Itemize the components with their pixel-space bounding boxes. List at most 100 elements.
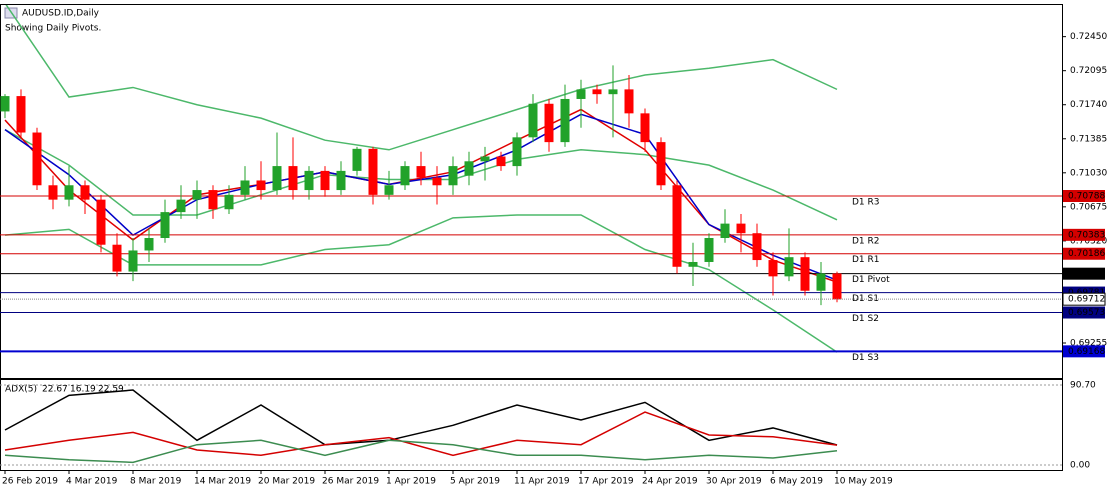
candle-body xyxy=(240,180,250,195)
price-box xyxy=(1063,306,1105,319)
y-tick-label: 0.72450 xyxy=(1070,32,1107,42)
candle-body xyxy=(704,238,714,262)
candle-body xyxy=(320,170,330,191)
price-box xyxy=(1063,345,1105,358)
candle-body xyxy=(736,223,746,234)
candle-body xyxy=(96,199,106,245)
indicator-line xyxy=(4,439,838,464)
plot: 0.72450 0.72095 0.71740 0.71385 0.71030 0.706… xyxy=(0,5,1107,487)
candle-body xyxy=(368,148,378,195)
indicator-line xyxy=(5,5,838,151)
candle-body xyxy=(192,190,202,200)
x-tick-label: 26 Mar 2019 xyxy=(322,477,379,487)
pivot-name: D1 R3 xyxy=(852,198,880,208)
last-price: 0.69712 xyxy=(1068,295,1105,305)
candle-body xyxy=(160,212,170,239)
candle-body xyxy=(272,166,282,191)
y-tick-label: 0.70320 xyxy=(1070,236,1107,246)
candle-body xyxy=(32,132,42,186)
x-tick-label: 4 Mar 2019 xyxy=(66,477,118,487)
candle-body xyxy=(432,177,442,186)
candle-body xyxy=(496,156,506,167)
candle-body xyxy=(16,96,26,133)
candle-body xyxy=(576,89,586,99)
x-tick-label: 11 Apr 2019 xyxy=(514,477,570,487)
pivot-name: D1 R1 xyxy=(852,255,880,265)
y-tick-label: 0.71385 xyxy=(1070,134,1107,144)
price-box xyxy=(1063,190,1105,203)
pivot-name: D1 Pivot xyxy=(852,275,890,285)
y-tick-label: 0.00 xyxy=(1070,461,1090,471)
pivot-price: 0.69573 xyxy=(1068,308,1105,318)
candle-body xyxy=(448,166,458,186)
pivot-name: D1 S3 xyxy=(852,353,879,363)
candle-body xyxy=(176,199,186,213)
candle-body xyxy=(400,166,410,186)
pivot-price: 0.70383 xyxy=(1068,230,1105,240)
price-pane xyxy=(0,4,1063,379)
candle-body xyxy=(256,180,266,191)
candle-body xyxy=(64,185,74,200)
candle-body xyxy=(720,223,730,239)
candle-body xyxy=(624,89,634,114)
candle-body xyxy=(224,194,234,210)
candle-body xyxy=(0,96,10,112)
pivot-price: 0.70186 xyxy=(1068,249,1105,259)
adx-reading: 22.67 xyxy=(42,385,68,395)
x-tick-label: 20 Mar 2019 xyxy=(258,477,315,487)
y-tick-label: 0.72095 xyxy=(1070,66,1107,76)
x-tick-label: 5 Apr 2019 xyxy=(450,477,500,487)
pivot-name: D1 S2 xyxy=(852,314,879,324)
adx-reading: 16.19 xyxy=(70,385,96,395)
candle-body xyxy=(656,142,666,186)
candle-body xyxy=(816,273,826,291)
candle-body xyxy=(672,185,682,267)
candle-body xyxy=(784,257,794,277)
candle-body xyxy=(752,233,762,261)
x-tick-label: 10 May 2019 xyxy=(834,477,893,487)
indicator-line xyxy=(4,214,838,353)
price-box xyxy=(1062,292,1106,306)
pivot-price: 0.70788 xyxy=(1068,192,1105,202)
price-box xyxy=(1063,228,1105,241)
candle-body xyxy=(640,113,650,143)
x-tick-label: 6 May 2019 xyxy=(770,477,823,487)
x-tick-label: 8 Mar 2019 xyxy=(130,477,182,487)
x-tick-label: 24 Apr 2019 xyxy=(642,477,698,487)
pivot-name: D1 S1 xyxy=(852,294,879,304)
candle-body xyxy=(384,185,394,195)
x-tick-label: 26 Feb 2019 xyxy=(2,477,58,487)
candle-body xyxy=(80,185,90,200)
candle-body xyxy=(592,89,602,95)
candle-body xyxy=(208,190,218,210)
y-tick-label: 0.71030 xyxy=(1070,168,1107,178)
adx-reading: 22.59 xyxy=(98,385,124,395)
y-tick-label: 90.70 xyxy=(1070,381,1096,391)
indicator-line xyxy=(4,411,838,457)
x-tick-label: 14 Mar 2019 xyxy=(194,477,251,487)
y-tick-label: 0.70675 xyxy=(1070,202,1107,212)
pivot-name: D1 R2 xyxy=(852,236,880,246)
candle-body xyxy=(608,89,618,95)
pivot-price: 0.69978 xyxy=(1068,269,1105,279)
candle-body xyxy=(768,260,778,277)
candle-body xyxy=(464,161,474,176)
candle-body xyxy=(128,250,138,272)
candle-body xyxy=(480,156,490,162)
adx-title: ADX(5) xyxy=(5,385,37,395)
subtitle: Showing Daily Pivots. xyxy=(5,24,101,34)
candle-body xyxy=(288,166,298,191)
candle-body xyxy=(560,98,570,143)
x-tick-label: 1 Apr 2019 xyxy=(386,477,436,487)
candle-body xyxy=(544,103,554,143)
candle-body xyxy=(144,238,154,251)
candle-body xyxy=(336,170,346,191)
price-box xyxy=(1063,247,1105,260)
x-tick-label: 17 Apr 2019 xyxy=(578,477,634,487)
chart-title: AUDUSD.ID,Daily xyxy=(22,9,100,19)
indicator-line xyxy=(4,389,838,446)
price-box xyxy=(1063,267,1105,280)
candle-body xyxy=(416,166,426,178)
adx-pane xyxy=(0,379,1063,471)
